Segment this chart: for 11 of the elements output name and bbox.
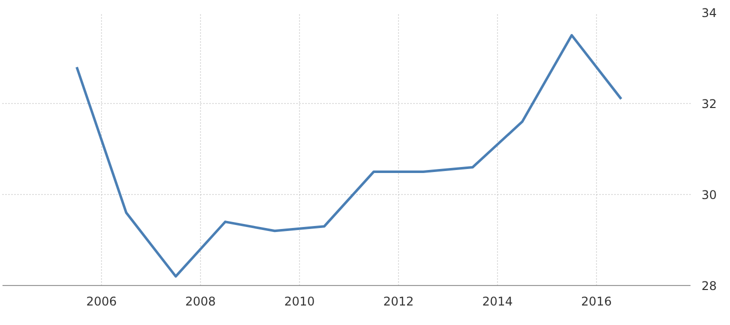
y-tick-label: 30 bbox=[702, 188, 717, 202]
line-series bbox=[75, 34, 622, 278]
y-tick-label: 34 bbox=[702, 6, 717, 20]
x-tick-label: 2008 bbox=[185, 294, 216, 308]
x-tick-label: 2012 bbox=[383, 294, 414, 308]
y-tick-label: 32 bbox=[702, 97, 717, 111]
x-tick-label: 2010 bbox=[284, 294, 315, 308]
x-tick-label: 2016 bbox=[581, 294, 612, 308]
x-tick-label: 2006 bbox=[86, 294, 117, 308]
x-tick-label: 2014 bbox=[482, 294, 513, 308]
y-tick-label: 28 bbox=[702, 279, 717, 293]
